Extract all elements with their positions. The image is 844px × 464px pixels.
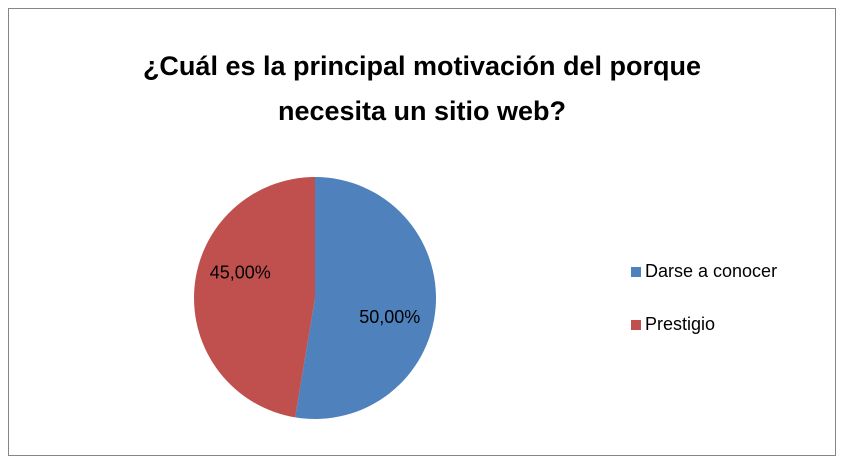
pie-slice [295,177,436,419]
legend-label: Darse a conocer [645,261,777,281]
legend-swatch [631,320,641,330]
pie-slice [193,177,315,418]
chart-border [8,8,836,456]
data-label: 45,00% [210,263,271,283]
legend-swatch [631,267,641,277]
chart-title: ¿Cuál es la principal motivación del por… [142,51,702,126]
legend-label: Prestigio [645,314,715,334]
data-label: 50,00% [359,307,420,327]
